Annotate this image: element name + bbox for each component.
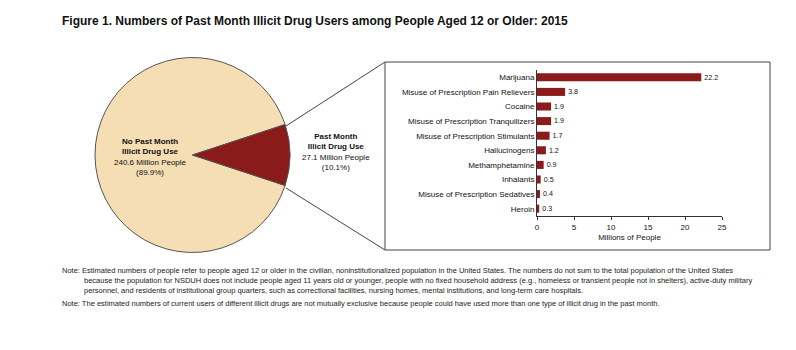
svg-text:Misuse of Prescription Stimula: Misuse of Prescription Stimulants — [416, 132, 534, 141]
svg-text:25: 25 — [718, 223, 727, 232]
svg-text:1.9: 1.9 — [554, 103, 564, 111]
html-text:Note: The estimated numbers of: Note: The estimated numbers of current u… — [62, 299, 660, 308]
svg-text:Marijuana: Marijuana — [499, 73, 535, 82]
svg-text:1.9: 1.9 — [554, 117, 564, 125]
svg-text:0.4: 0.4 — [543, 190, 553, 198]
svg-text:Inhalants: Inhalants — [502, 175, 534, 184]
svg-text:Methamphetamine: Methamphetamine — [468, 161, 535, 170]
svg-text:Millions of People: Millions of People — [598, 233, 661, 242]
svg-text:0: 0 — [535, 223, 540, 232]
svg-text:15: 15 — [644, 223, 653, 232]
svg-text:No Past MonthIllicit Drug Use2: No Past MonthIllicit Drug Use240.6 Milli… — [114, 137, 187, 177]
svg-text:Hallucinogens: Hallucinogens — [484, 146, 534, 155]
svg-text:10: 10 — [607, 223, 616, 232]
svg-text:Past MonthIllicit Drug Use27.1: Past MonthIllicit Drug Use27.1 Million P… — [302, 132, 370, 172]
svg-text:Heroin: Heroin — [511, 205, 535, 214]
svg-text:5: 5 — [572, 223, 577, 232]
html-text:Note: Estimated numbers of peo: Note: Estimated numbers of people refer … — [62, 266, 753, 295]
svg-text:0.3: 0.3 — [542, 205, 552, 213]
svg-text:Misuse of Prescription Tranqui: Misuse of Prescription Tranquilizers — [408, 117, 534, 126]
svg-text:0.9: 0.9 — [547, 161, 557, 169]
svg-text:20: 20 — [681, 223, 690, 232]
svg-text:3.8: 3.8 — [568, 88, 578, 96]
svg-text:1.7: 1.7 — [553, 132, 563, 140]
svg-text:Misuse of Prescription Pain Re: Misuse of Prescription Pain Relievers — [402, 88, 535, 97]
svg-text:22.2: 22.2 — [704, 74, 718, 82]
svg-text:0.5: 0.5 — [544, 176, 554, 184]
svg-text:Cocaine: Cocaine — [505, 102, 535, 111]
svg-text:Figure 1. Numbers of Past Mont: Figure 1. Numbers of Past Month Illicit … — [62, 14, 568, 28]
svg-text:1.2: 1.2 — [549, 147, 559, 155]
svg-text:Misuse of Prescription Sedativ: Misuse of Prescription Sedatives — [418, 190, 534, 199]
